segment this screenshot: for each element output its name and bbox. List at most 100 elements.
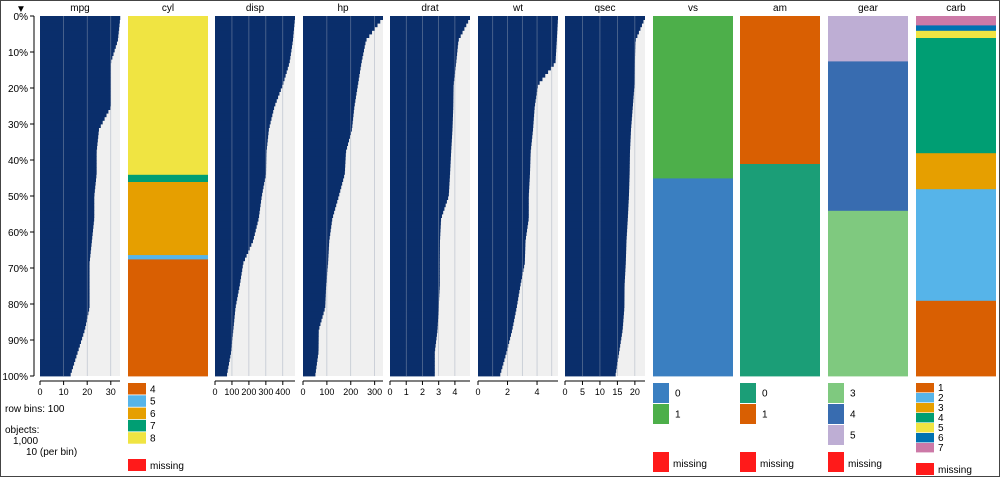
bar-wt bbox=[478, 145, 532, 150]
bar-disp bbox=[215, 343, 232, 348]
bar-mpg bbox=[40, 88, 111, 92]
bar-wt bbox=[478, 192, 529, 197]
bar-qsec bbox=[565, 322, 624, 326]
legend-label-cyl-8: 8 bbox=[150, 433, 156, 444]
bar-qsec bbox=[565, 199, 629, 204]
bar-wt bbox=[478, 250, 526, 254]
bar-mpg bbox=[40, 250, 91, 254]
bar-mpg bbox=[40, 98, 111, 103]
bar-hp bbox=[303, 145, 348, 150]
bar-disp bbox=[215, 203, 261, 208]
bar-qsec bbox=[565, 106, 633, 110]
bar-wt bbox=[478, 120, 534, 125]
bar-mpg bbox=[40, 124, 101, 128]
legend-label-carb-5: 5 bbox=[938, 423, 944, 434]
bar-drat bbox=[390, 98, 454, 103]
bar-drat bbox=[390, 192, 449, 197]
bar-drat bbox=[390, 322, 438, 326]
y-tick-label: 40% bbox=[8, 156, 28, 167]
bar-qsec bbox=[565, 181, 630, 186]
bar-qsec bbox=[565, 228, 628, 233]
legend-label-gear-3: 3 bbox=[850, 389, 856, 400]
bar-mpg bbox=[40, 228, 94, 233]
bar-wt bbox=[478, 52, 557, 56]
bar-drat bbox=[390, 52, 458, 56]
bar-drat bbox=[390, 167, 451, 172]
bar-qsec bbox=[565, 206, 629, 211]
bar-wt bbox=[478, 275, 523, 280]
bar-drat bbox=[390, 199, 447, 204]
column-header-hp: hp bbox=[337, 3, 349, 14]
bar-mpg bbox=[40, 152, 97, 157]
per-bin-value: 10 bbox=[26, 447, 38, 458]
bar-wt bbox=[478, 336, 511, 341]
bar-wt bbox=[478, 372, 501, 377]
bar-hp bbox=[303, 156, 346, 161]
bar-wt bbox=[478, 203, 529, 208]
bar-drat bbox=[390, 44, 458, 49]
bar-disp bbox=[215, 264, 243, 269]
bar-hp bbox=[303, 160, 346, 164]
bar-mpg bbox=[40, 174, 97, 179]
bar-drat bbox=[390, 109, 454, 114]
bar-mpg bbox=[40, 221, 94, 226]
bar-hp bbox=[303, 311, 324, 316]
legend-label-carb-7: 7 bbox=[938, 443, 944, 454]
row-bins-value: 100 bbox=[47, 404, 65, 415]
x-tick-label-hp: 300 bbox=[367, 387, 382, 397]
bar-disp bbox=[215, 145, 267, 150]
bar-drat bbox=[390, 138, 452, 143]
bar-wt bbox=[478, 239, 526, 244]
bar-hp bbox=[303, 167, 346, 172]
bar-hp bbox=[303, 48, 364, 53]
bar-disp bbox=[215, 52, 291, 56]
missing-swatch-gear bbox=[828, 452, 844, 472]
column-header-cyl: cyl bbox=[162, 3, 174, 14]
bar-disp bbox=[215, 358, 230, 362]
bar-mpg bbox=[40, 307, 90, 312]
bar-hp bbox=[303, 304, 326, 308]
bar-disp bbox=[215, 156, 267, 161]
column-header-vs: vs bbox=[688, 3, 698, 14]
bar-mpg bbox=[40, 329, 85, 334]
bar-disp bbox=[215, 142, 268, 146]
bar-disp bbox=[215, 80, 284, 85]
bar-wt bbox=[478, 314, 515, 319]
bar-drat bbox=[390, 358, 435, 362]
bar-wt bbox=[478, 138, 532, 143]
legend-label-carb-6: 6 bbox=[938, 433, 944, 444]
legend-label-am-1: 1 bbox=[762, 410, 768, 421]
bar-disp bbox=[215, 59, 290, 64]
bar-drat bbox=[390, 62, 456, 67]
segment-carb-1 bbox=[916, 300, 996, 377]
bar-hp bbox=[303, 70, 360, 74]
bar-mpg bbox=[40, 70, 111, 74]
bar-wt bbox=[478, 228, 528, 233]
bar-mpg bbox=[40, 127, 99, 132]
bar-qsec bbox=[565, 286, 625, 290]
bar-drat bbox=[390, 300, 439, 305]
bar-mpg bbox=[40, 199, 95, 204]
bar-disp bbox=[215, 181, 265, 186]
bar-disp bbox=[215, 48, 292, 53]
bar-drat bbox=[390, 365, 435, 370]
bar-hp bbox=[303, 62, 362, 67]
bar-qsec bbox=[565, 253, 627, 258]
bar-drat bbox=[390, 221, 441, 226]
bar-mpg bbox=[40, 206, 95, 211]
bar-mpg bbox=[40, 358, 76, 362]
bar-drat bbox=[390, 246, 440, 251]
bar-wt bbox=[478, 23, 558, 28]
x-tick-label-qsec: 20 bbox=[630, 387, 640, 397]
bar-wt bbox=[478, 196, 529, 200]
bar-wt bbox=[478, 304, 517, 308]
bar-drat bbox=[390, 232, 441, 236]
bar-mpg bbox=[40, 264, 90, 269]
segment-cyl-7 bbox=[128, 174, 208, 182]
bar-wt bbox=[478, 286, 520, 290]
x-tick-label-mpg: 10 bbox=[59, 387, 69, 397]
bar-mpg bbox=[40, 167, 97, 172]
bar-qsec bbox=[565, 350, 620, 355]
bar-mpg bbox=[40, 34, 119, 38]
bar-qsec bbox=[565, 343, 621, 348]
